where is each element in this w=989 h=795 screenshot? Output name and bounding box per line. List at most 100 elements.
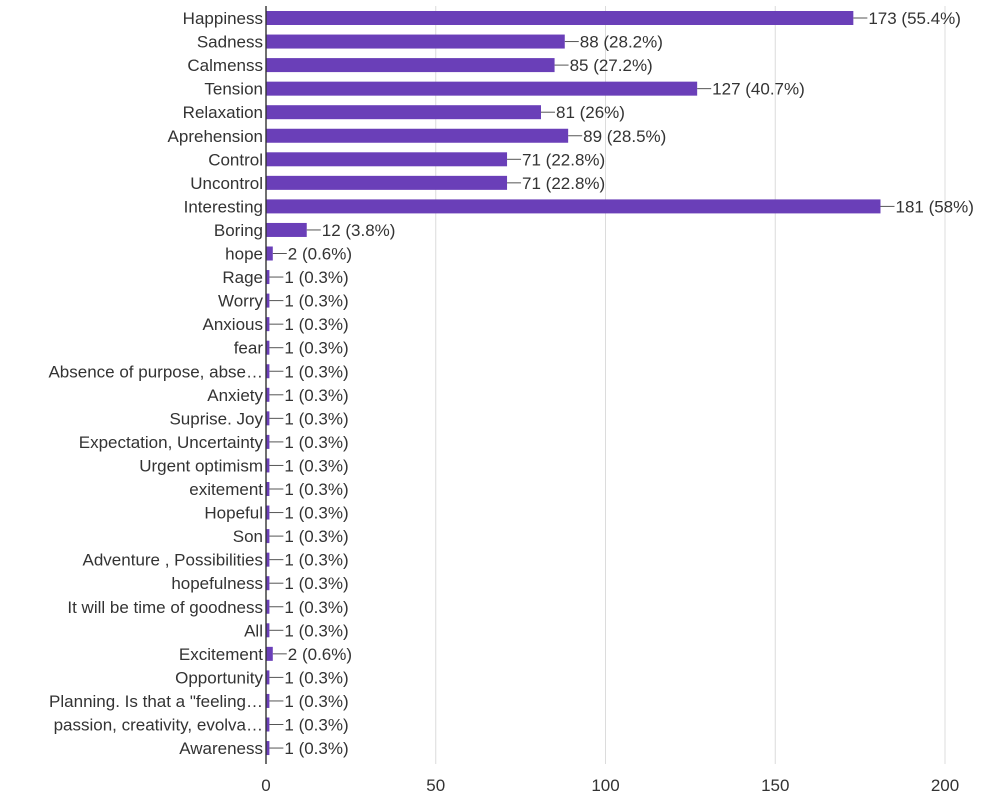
bar — [266, 105, 541, 120]
category-label: Sadness — [197, 33, 263, 52]
x-tick-label: 150 — [761, 776, 789, 795]
category-label: Tension — [204, 80, 263, 99]
category-label: Boring — [214, 221, 263, 240]
value-label: 1 (0.3%) — [284, 692, 348, 711]
value-label: 1 (0.3%) — [284, 527, 348, 546]
category-label: Son — [233, 527, 263, 546]
bar — [266, 529, 270, 544]
category-label: Worry — [218, 292, 264, 311]
bar — [266, 152, 508, 167]
category-label: Uncontrol — [190, 174, 263, 193]
bar — [266, 317, 270, 332]
category-label: Opportunity — [175, 668, 263, 687]
category-label: hopefulness — [171, 574, 263, 593]
value-label: 1 (0.3%) — [284, 480, 348, 499]
bar — [266, 364, 270, 379]
bar — [266, 646, 273, 661]
value-label: 2 (0.6%) — [288, 245, 352, 264]
category-label: Aprehension — [168, 127, 263, 146]
bar — [266, 599, 270, 614]
bar — [266, 340, 270, 355]
value-label: 88 (28.2%) — [580, 33, 663, 52]
bar — [266, 693, 270, 708]
x-tick-label: 100 — [591, 776, 619, 795]
category-label: Expectation, Uncertainty — [79, 433, 264, 452]
bar — [266, 411, 270, 426]
grid-lines — [435, 6, 946, 764]
bars-group — [266, 11, 881, 756]
value-label: 81 (26%) — [556, 103, 625, 122]
bar — [266, 81, 698, 96]
category-label: It will be time of goodness — [67, 598, 263, 617]
category-label: passion, creativity, evolva… — [54, 716, 263, 735]
category-label: Excitement — [179, 645, 263, 664]
bar — [266, 434, 270, 449]
value-label: 1 (0.3%) — [284, 739, 348, 758]
category-label: Anxious — [203, 315, 263, 334]
value-label: 1 (0.3%) — [284, 315, 348, 334]
value-label: 1 (0.3%) — [284, 292, 348, 311]
x-tick-label: 200 — [931, 776, 959, 795]
bar — [266, 741, 270, 756]
bar — [266, 387, 270, 402]
value-label: 181 (58%) — [895, 197, 973, 216]
bar — [266, 58, 555, 73]
value-label: 1 (0.3%) — [284, 668, 348, 687]
value-label: 1 (0.3%) — [284, 551, 348, 570]
value-label: 89 (28.5%) — [583, 127, 666, 146]
x-axis-ticks: 0 50 100 150 200 — [261, 776, 959, 795]
bar — [266, 199, 881, 214]
bar — [266, 717, 270, 732]
category-label: Planning. Is that a "feeling… — [49, 692, 263, 711]
bar — [266, 175, 508, 190]
category-label: Control — [208, 150, 263, 169]
category-label: Adventure , Possibilities — [83, 551, 263, 570]
category-label: Happiness — [183, 9, 263, 28]
value-label: 1 (0.3%) — [284, 339, 348, 358]
value-label: 1 (0.3%) — [284, 621, 348, 640]
value-label: 12 (3.8%) — [322, 221, 396, 240]
value-label: 127 (40.7%) — [712, 80, 805, 99]
bar — [266, 128, 569, 143]
category-label: Calmenss — [187, 56, 263, 75]
category-label: exitement — [189, 480, 263, 499]
category-label: Absence of purpose, abse… — [48, 362, 263, 381]
value-label: 1 (0.3%) — [284, 504, 348, 523]
leader-lines — [269, 17, 895, 749]
bar — [266, 293, 270, 308]
category-label: Relaxation — [183, 103, 263, 122]
category-label: hope — [225, 245, 263, 264]
value-label: 1 (0.3%) — [284, 433, 348, 452]
category-label: Awareness — [179, 739, 263, 758]
category-label: Interesting — [184, 197, 263, 216]
value-label: 1 (0.3%) — [284, 574, 348, 593]
bar — [266, 11, 854, 25]
value-label: 85 (27.2%) — [570, 56, 653, 75]
value-label: 1 (0.3%) — [284, 456, 348, 475]
category-label: All — [244, 621, 263, 640]
bar — [266, 270, 270, 285]
category-labels: Happiness Sadness Calmenss Tension Relaxatio… — [48, 9, 263, 758]
value-labels: 173 (55.4%) 88 (28.2%) 85 (27.2%) 127 (40.7… — [284, 9, 974, 758]
category-label: Rage — [222, 268, 263, 287]
value-label: 71 (22.8%) — [522, 150, 605, 169]
value-label: 173 (55.4%) — [868, 9, 961, 28]
value-label: 2 (0.6%) — [288, 645, 352, 664]
category-label: Anxiety — [207, 386, 263, 405]
bar — [266, 552, 270, 567]
x-tick-label: 50 — [426, 776, 445, 795]
bar — [266, 482, 270, 496]
bar — [266, 34, 565, 49]
category-label: Suprise. Joy — [169, 409, 263, 428]
bar — [266, 458, 270, 473]
bar — [266, 505, 270, 520]
bar — [266, 576, 270, 591]
value-label: 1 (0.3%) — [284, 409, 348, 428]
category-label: Urgent optimism — [139, 456, 263, 475]
category-label: Hopeful — [204, 504, 263, 523]
value-label: 1 (0.3%) — [284, 362, 348, 381]
value-label: 1 (0.3%) — [284, 716, 348, 735]
bar — [266, 670, 270, 685]
x-tick-label: 0 — [261, 776, 270, 795]
